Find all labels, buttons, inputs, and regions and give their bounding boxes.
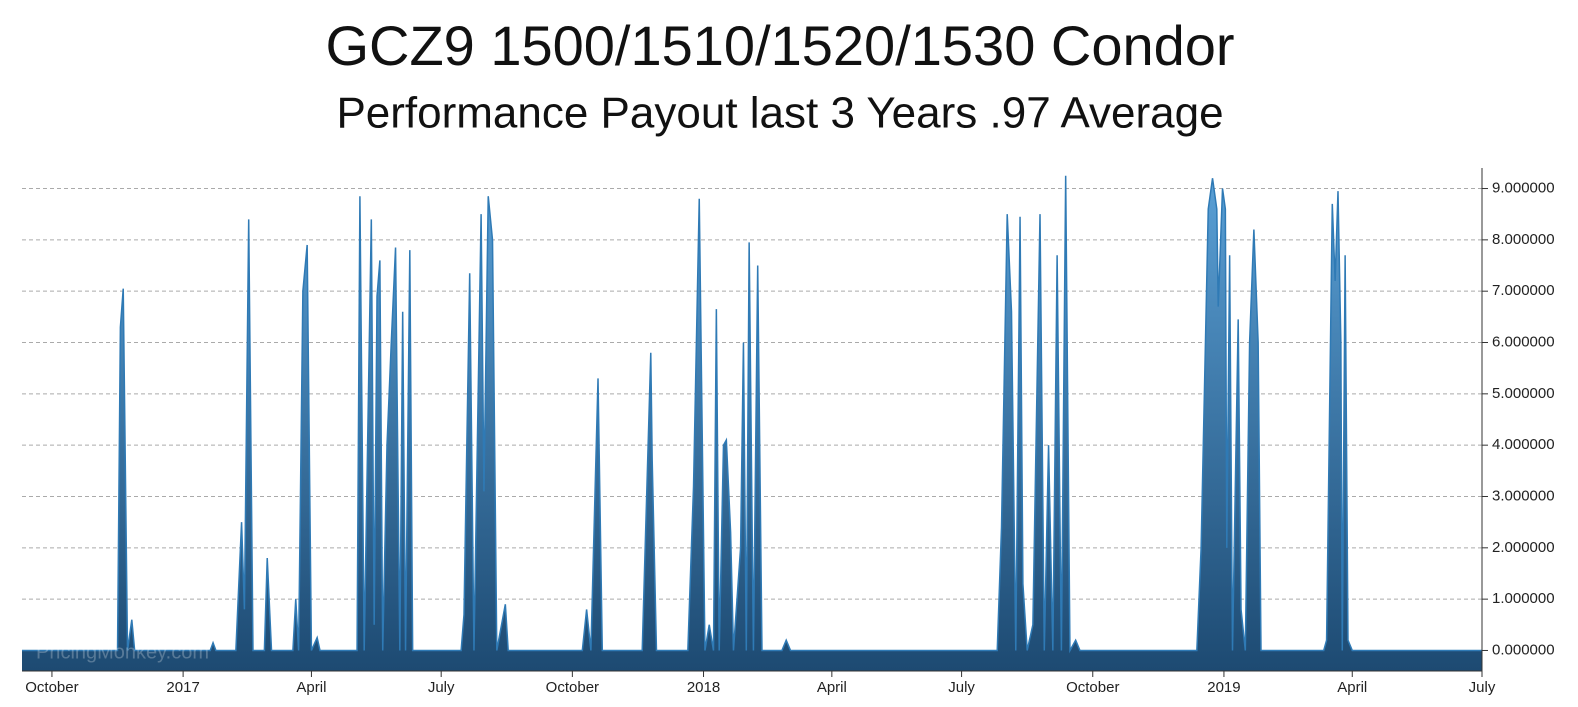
area [22,175,1482,671]
x-tick-label: 2019 [1207,679,1240,696]
x-tick-label: April [1337,679,1367,696]
area-line [22,175,1482,654]
x-tick-label: July [948,679,975,696]
x-tick-label: July [428,679,455,696]
chart-subtitle: Performance Payout last 3 Years .97 Aver… [336,89,1223,138]
y-tick-label: 2.000000 [1492,539,1555,556]
y-tick-label: 1.000000 [1492,590,1555,607]
y-tick-label: 6.000000 [1492,333,1555,350]
watermark: PricingMonkey.com [36,641,209,663]
y-tick-label: 5.000000 [1492,385,1555,402]
y-tick-label: 3.000000 [1492,487,1555,504]
x-tick-label: October [546,679,599,696]
x-tick-label: 2017 [166,679,199,696]
y-tick-label: 9.000000 [1492,179,1555,196]
chart-title: GCZ9 1500/1510/1520/1530 Condor [325,14,1234,77]
x-tick-label: July [1469,679,1496,696]
plot-area [22,175,1482,671]
y-tick-label: 4.000000 [1492,436,1555,453]
axes: 0.000000 1.000000 2.000000 3.000000 4.000000… [22,168,1555,696]
y-tick-label: 8.000000 [1492,231,1555,248]
x-tick-label: October [25,679,78,696]
x-tick-label: April [296,679,326,696]
x-tick-label: October [1066,679,1119,696]
y-tick-label: 0.000000 [1492,641,1555,658]
x-tick-label: 2018 [687,679,720,696]
y-tick-label: 7.000000 [1492,282,1555,299]
x-tick-label: April [817,679,847,696]
